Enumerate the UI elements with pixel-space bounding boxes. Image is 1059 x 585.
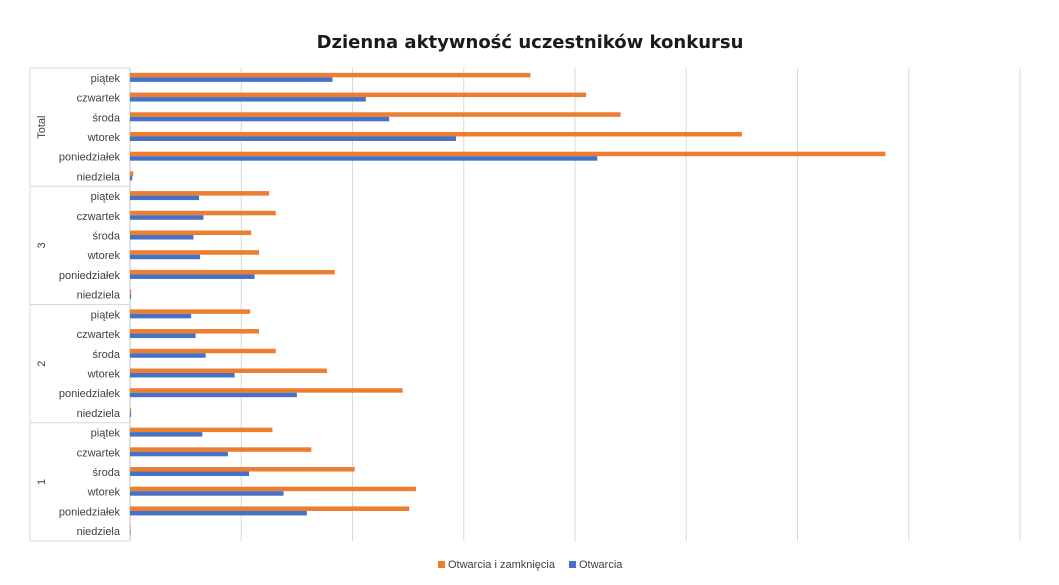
category-label: wtorek [87,368,121,380]
bar [130,392,297,398]
legend-label: Otwarcia i zamknięcia [448,559,556,571]
bar [130,269,335,275]
bar [130,215,204,220]
bar [130,407,132,413]
gridlines [240,68,1021,541]
bars [130,72,886,536]
bar [130,289,132,295]
bar [130,112,621,117]
bar [130,526,131,531]
bar [130,72,531,78]
bar [130,210,276,216]
bar [130,333,196,339]
bar [130,235,194,240]
legend: Otwarcia i zamknięcia Otwarcia [438,559,623,571]
bar [130,530,131,536]
category-label: środa [92,467,120,479]
category-label: poniedziałek [59,270,121,282]
legend-swatch [438,561,445,568]
category-label: poniedziałek [59,152,121,164]
bar [130,274,255,279]
bar [130,486,416,492]
bar [130,195,199,201]
category-label: czwartek [77,211,121,223]
group-label: 1 [36,479,48,485]
bar [130,156,598,161]
category-label: wtorek [87,132,121,144]
bar [130,254,201,260]
category-label: czwartek [77,329,121,341]
bar [130,175,133,181]
bar [130,136,456,141]
group-label: 3 [36,242,48,248]
bar [130,171,134,176]
bar [130,313,192,319]
bar [130,372,235,378]
bar [130,250,260,255]
bar [130,491,284,496]
bar [130,353,206,358]
bar [130,77,333,82]
bar [130,191,270,196]
category-label: wtorek [87,487,121,499]
bar [130,510,307,516]
category-label: poniedziałek [59,506,121,518]
category-label: czwartek [77,447,121,459]
category-label: niedziela [77,408,121,420]
category-label: piątek [91,428,121,440]
bar [130,506,410,511]
bar [130,131,742,137]
category-label: niedziela [77,290,121,302]
bar [130,432,203,437]
bar [130,329,260,334]
category-label: środa [92,349,120,361]
bar [130,230,252,236]
category-label: środa [92,231,120,243]
bar [130,471,250,477]
group-label: 2 [36,361,48,367]
bar [130,412,132,417]
bar [130,451,228,457]
bar [130,309,251,314]
category-label: piątek [91,73,121,85]
bar [130,97,366,102]
bar [130,368,327,373]
bar [130,427,273,433]
bar [130,92,587,98]
bar [130,388,403,393]
legend-label: Otwarcia [579,559,623,571]
category-label: czwartek [77,93,121,105]
chart-title: Dzienna aktywność uczestników konkursu [317,32,744,53]
bar [130,447,312,452]
group-label: Total [36,116,48,139]
bar [130,151,886,157]
category-label: poniedziałek [59,388,121,400]
legend-swatch [568,561,576,568]
category-label: wtorek [87,250,121,262]
category-axis: Total piątek czwartek środa wtorek poniedział… [29,67,131,542]
bar [130,467,355,472]
bar [130,116,390,122]
category-label: piątek [91,191,121,203]
category-label: niedziela [77,526,121,538]
bar [130,294,132,299]
category-label: piątek [91,309,121,321]
category-label: środa [92,112,120,124]
bar [130,348,276,354]
category-label: niedziela [77,171,121,183]
